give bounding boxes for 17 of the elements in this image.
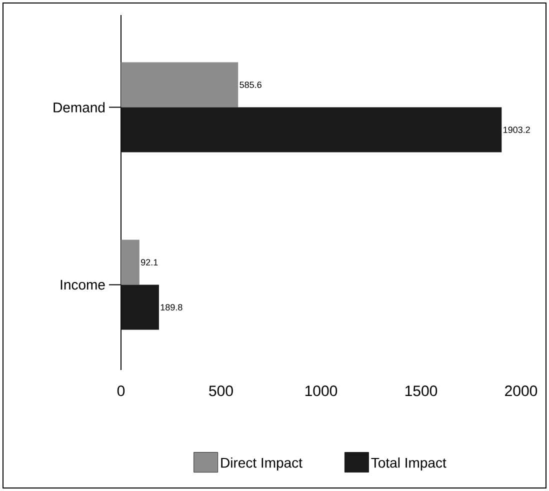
data-label: 585.6: [240, 82, 262, 88]
bar: [121, 240, 140, 285]
x-tick-label: 1500: [405, 386, 438, 396]
bar: [121, 107, 502, 152]
data-label: 1903.2: [504, 126, 530, 133]
legend-label: Direct Impact: [221, 457, 302, 471]
y-tick-label: Demand: [54, 102, 105, 112]
bar: [121, 62, 238, 108]
x-tick-label: 0: [117, 386, 125, 396]
y-tick-label: Income: [60, 280, 105, 290]
data-label: 92.1: [141, 259, 158, 266]
data-label: 189.8: [160, 304, 182, 310]
bar: [121, 284, 159, 330]
x-tick-label: 500: [209, 386, 233, 396]
x-tick-label: 2000: [505, 386, 538, 396]
legend-label: Total Impact: [371, 457, 446, 471]
x-tick-label: 1000: [305, 386, 338, 396]
